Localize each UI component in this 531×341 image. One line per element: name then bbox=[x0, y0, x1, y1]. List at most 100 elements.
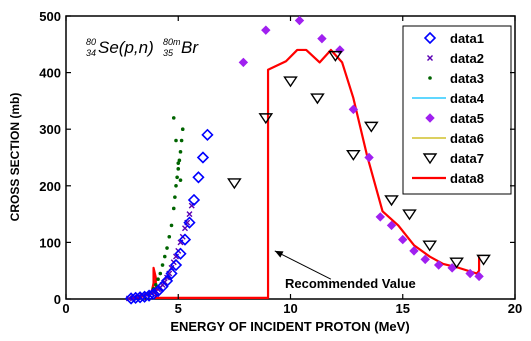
reaction-b-bottom: 35 bbox=[163, 48, 174, 58]
data3-point bbox=[160, 263, 165, 267]
data1-point bbox=[165, 267, 178, 280]
data3-point bbox=[173, 195, 177, 199]
data7-point bbox=[364, 121, 379, 133]
data5-point bbox=[238, 57, 249, 68]
data3-point bbox=[175, 175, 179, 180]
data3-point bbox=[178, 150, 183, 154]
data1-point bbox=[138, 290, 151, 303]
data3-point bbox=[156, 277, 160, 281]
data1-point bbox=[201, 128, 214, 141]
data2-point-stroke-b bbox=[161, 279, 168, 286]
reaction-a-bottom: 34 bbox=[86, 48, 96, 58]
data3-point bbox=[162, 254, 167, 259]
data5-point bbox=[474, 271, 484, 282]
legend-label: data3 bbox=[450, 71, 484, 86]
reaction-symbol: Se(p,n) bbox=[98, 38, 154, 57]
data7-point bbox=[310, 93, 325, 105]
legend-label: data1 bbox=[450, 31, 484, 46]
data5-point bbox=[261, 25, 271, 35]
reaction-a-top: 80 bbox=[86, 37, 96, 47]
y-tick-label: 500 bbox=[39, 9, 61, 24]
data1-point bbox=[192, 171, 205, 184]
reaction-label: 80 34 Se(p,n) 80m 35 Br bbox=[86, 37, 199, 58]
x-axis-label: ENERGY OF INCIDENT PROTON (MeV) bbox=[170, 319, 409, 334]
data5-point bbox=[294, 15, 305, 26]
data3-point bbox=[158, 271, 163, 276]
legend-swatch bbox=[427, 55, 433, 61]
series-layer bbox=[124, 15, 491, 305]
data7-point bbox=[227, 178, 242, 190]
data5-point bbox=[433, 260, 444, 270]
data2-point bbox=[186, 211, 193, 218]
data1-point bbox=[160, 274, 174, 288]
annotation-text: Recommended Value bbox=[285, 276, 416, 291]
data7-point bbox=[346, 149, 361, 161]
legend-label: data8 bbox=[450, 171, 484, 186]
data3-point bbox=[169, 223, 174, 228]
data3-point bbox=[177, 158, 182, 163]
legend-swatch bbox=[425, 113, 435, 123]
legend: data1 data2 data3 data4 data5 data6 data7 data8 bbox=[402, 25, 512, 195]
y-tick-label: 0 bbox=[54, 292, 61, 307]
y-tick-label: 400 bbox=[39, 66, 61, 81]
annotation-arrow bbox=[274, 250, 332, 280]
data1-point bbox=[129, 291, 142, 304]
legend-swatch-stroke-b bbox=[427, 55, 433, 61]
data1-point bbox=[174, 247, 187, 260]
data2-point-stroke-b bbox=[181, 225, 188, 232]
data7-point bbox=[328, 50, 343, 62]
data2-point bbox=[181, 225, 188, 232]
data1-point bbox=[142, 289, 156, 302]
data3-point bbox=[180, 127, 185, 131]
x-tick-label: 20 bbox=[508, 301, 522, 316]
reaction-b-top: 80m bbox=[163, 37, 181, 47]
y-tick-label: 300 bbox=[39, 122, 61, 137]
data3-point bbox=[179, 138, 184, 143]
reaction-product: Br bbox=[181, 38, 199, 57]
legend-label: data6 bbox=[450, 131, 484, 146]
legend-label: data4 bbox=[450, 91, 485, 106]
data3-point bbox=[165, 246, 169, 250]
y-tick-label: 200 bbox=[39, 179, 61, 194]
y-tick-label: 100 bbox=[39, 235, 61, 250]
legend-label: data7 bbox=[450, 151, 484, 166]
data1-point bbox=[183, 216, 196, 229]
legend-item: data7 bbox=[422, 151, 484, 166]
legend-label: data5 bbox=[450, 111, 484, 126]
x-tick-label: 5 bbox=[175, 301, 182, 316]
x-tick-label: 10 bbox=[283, 301, 297, 316]
data2-point-stroke-b bbox=[186, 211, 193, 218]
data3-point bbox=[174, 138, 178, 143]
data3-point bbox=[167, 234, 172, 239]
data3-point bbox=[171, 116, 176, 120]
data3-point bbox=[178, 178, 183, 182]
x-tick-label: 0 bbox=[62, 301, 69, 316]
legend-item: data8 bbox=[412, 171, 484, 186]
data5-point bbox=[420, 254, 430, 265]
annotation-arrow-head bbox=[274, 250, 284, 258]
legend-item: data2 bbox=[427, 51, 484, 66]
y-axis-label: CROSS SECTION (mb) bbox=[8, 93, 22, 222]
legend-item: data3 bbox=[428, 71, 484, 86]
x-tick-label: 15 bbox=[396, 301, 410, 316]
legend-swatch bbox=[428, 76, 432, 80]
data7-point bbox=[283, 76, 298, 88]
legend-label: data2 bbox=[450, 51, 484, 66]
data5-point bbox=[398, 234, 408, 245]
legend-item: data4 bbox=[412, 91, 485, 106]
legend-swatch bbox=[423, 31, 437, 45]
data5-point bbox=[447, 263, 457, 273]
data5-point bbox=[375, 212, 386, 222]
data7-point bbox=[384, 195, 399, 207]
data5-point bbox=[465, 268, 475, 279]
data7-point bbox=[476, 254, 491, 266]
legend-box bbox=[402, 25, 512, 195]
data5-point bbox=[409, 246, 419, 256]
legend-item: data5 bbox=[425, 111, 484, 126]
data1-point bbox=[147, 287, 160, 301]
data5-point bbox=[386, 220, 397, 231]
data3-point bbox=[176, 167, 181, 171]
